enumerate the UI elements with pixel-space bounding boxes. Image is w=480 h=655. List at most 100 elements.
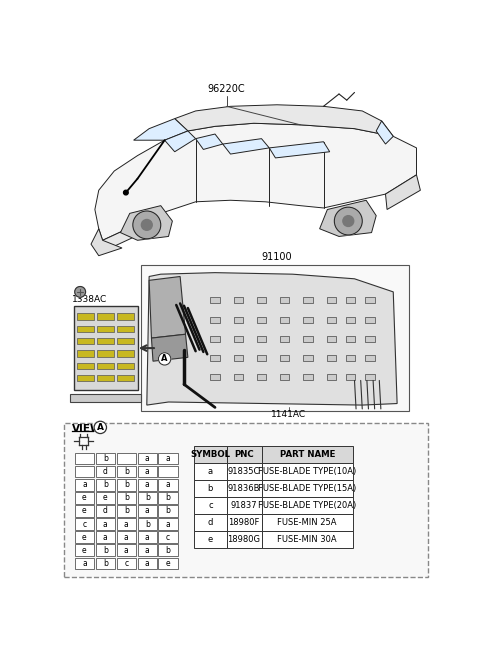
Text: a: a: [166, 480, 170, 489]
Bar: [158, 453, 178, 464]
Text: a: a: [145, 506, 150, 515]
Bar: [257, 297, 266, 303]
Bar: [97, 338, 114, 345]
Bar: [77, 326, 94, 332]
Text: FUSE-MIN 25A: FUSE-MIN 25A: [277, 517, 337, 527]
Polygon shape: [152, 334, 188, 361]
Text: c: c: [124, 559, 128, 568]
Bar: [234, 374, 243, 381]
Bar: [96, 492, 115, 504]
Bar: [280, 316, 289, 323]
Bar: [262, 446, 353, 463]
Bar: [64, 422, 428, 577]
Text: FUSE-BLADE TYPE(15A): FUSE-BLADE TYPE(15A): [258, 484, 356, 493]
Bar: [96, 466, 115, 477]
Bar: [280, 297, 289, 303]
Bar: [117, 557, 136, 569]
Bar: [158, 531, 178, 543]
Circle shape: [142, 219, 152, 231]
Bar: [365, 316, 375, 323]
Bar: [194, 479, 227, 496]
Bar: [137, 466, 157, 477]
Bar: [346, 297, 355, 303]
Bar: [137, 492, 157, 504]
Text: a: a: [145, 533, 150, 542]
Text: d: d: [103, 506, 108, 515]
Bar: [234, 316, 243, 323]
Bar: [96, 531, 115, 543]
Polygon shape: [175, 105, 393, 136]
Bar: [303, 374, 312, 381]
Bar: [365, 355, 375, 361]
Bar: [158, 479, 178, 491]
Bar: [227, 479, 262, 496]
Text: A: A: [161, 354, 168, 364]
Bar: [210, 336, 220, 342]
Bar: [97, 326, 114, 332]
Bar: [117, 350, 134, 356]
Bar: [137, 544, 157, 556]
Bar: [117, 363, 134, 369]
Bar: [77, 363, 94, 369]
Bar: [117, 531, 136, 543]
Bar: [96, 479, 115, 491]
Text: 91836B: 91836B: [228, 484, 260, 493]
Polygon shape: [223, 139, 269, 154]
Text: a: a: [208, 467, 213, 476]
Text: a: a: [124, 533, 129, 542]
Bar: [137, 557, 157, 569]
Bar: [280, 355, 289, 361]
Text: c: c: [83, 519, 86, 529]
Text: b: b: [103, 480, 108, 489]
Bar: [227, 496, 262, 514]
Bar: [210, 355, 220, 361]
Text: a: a: [124, 519, 129, 529]
Text: e: e: [166, 559, 170, 568]
Text: b: b: [145, 519, 150, 529]
Bar: [262, 514, 353, 531]
Bar: [303, 336, 312, 342]
Bar: [75, 557, 94, 569]
Bar: [77, 338, 94, 345]
Bar: [77, 350, 94, 356]
Bar: [142, 265, 409, 411]
Bar: [117, 466, 136, 477]
Bar: [234, 355, 243, 361]
Bar: [346, 355, 355, 361]
Circle shape: [158, 353, 171, 365]
Bar: [117, 479, 136, 491]
Bar: [158, 466, 178, 477]
Bar: [210, 374, 220, 381]
Bar: [96, 557, 115, 569]
Bar: [117, 314, 134, 320]
Bar: [234, 297, 243, 303]
Text: b: b: [124, 467, 129, 476]
Polygon shape: [147, 272, 397, 405]
Bar: [326, 297, 336, 303]
Bar: [257, 316, 266, 323]
Text: d: d: [103, 467, 108, 476]
Text: FUSE-BLADE TYPE(10A): FUSE-BLADE TYPE(10A): [258, 467, 356, 476]
Text: b: b: [166, 506, 170, 515]
Bar: [365, 374, 375, 381]
Text: b: b: [124, 506, 129, 515]
Bar: [97, 350, 114, 356]
Text: 1338AC: 1338AC: [72, 295, 108, 304]
Text: PART NAME: PART NAME: [279, 450, 335, 459]
Bar: [75, 492, 94, 504]
Polygon shape: [149, 276, 186, 338]
Bar: [346, 316, 355, 323]
Bar: [210, 297, 220, 303]
Text: b: b: [124, 493, 129, 502]
Bar: [137, 453, 157, 464]
Polygon shape: [95, 123, 417, 240]
Text: b: b: [103, 546, 108, 555]
Text: a: a: [166, 454, 170, 463]
Bar: [158, 492, 178, 504]
Bar: [96, 544, 115, 556]
Bar: [257, 355, 266, 361]
Text: a: a: [103, 533, 108, 542]
Bar: [326, 374, 336, 381]
Bar: [262, 496, 353, 514]
Bar: [303, 355, 312, 361]
